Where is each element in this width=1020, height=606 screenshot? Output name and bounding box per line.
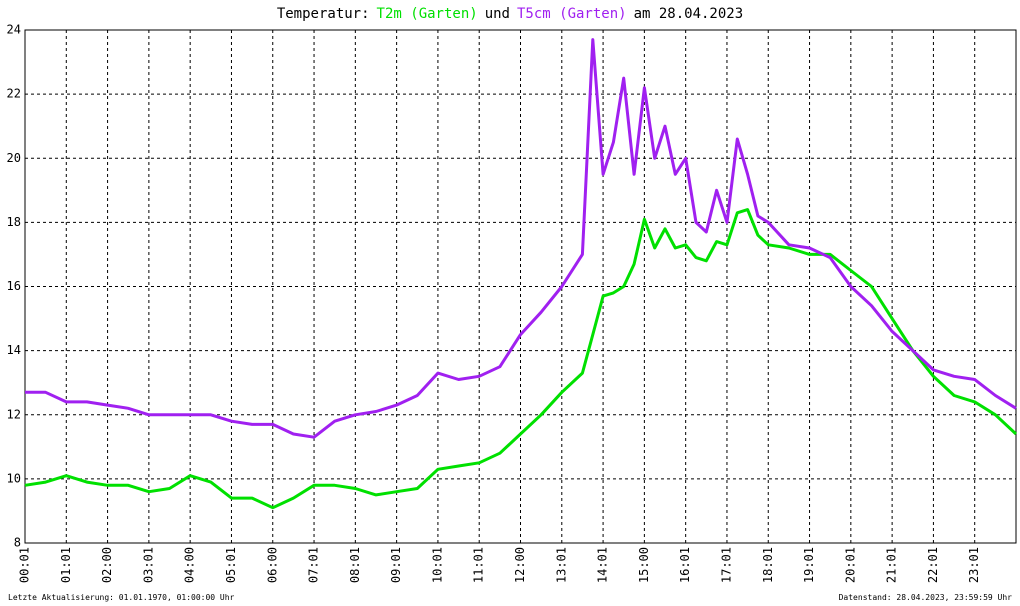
y-tick-label: 22 bbox=[7, 87, 21, 101]
x-tick-label: 11:01 bbox=[472, 547, 486, 583]
x-tick-label: 12:00 bbox=[513, 547, 527, 583]
y-tick-label: 18 bbox=[7, 215, 21, 229]
legend-entry: T2m (Garten) bbox=[377, 6, 478, 22]
x-tick-label: 21:01 bbox=[885, 547, 899, 583]
x-tick-label: 02:00 bbox=[100, 547, 114, 583]
x-tick-label: 01:01 bbox=[59, 547, 73, 583]
y-tick-label: 14 bbox=[7, 343, 21, 357]
x-tick-label: 00:01 bbox=[18, 547, 32, 583]
y-tick-label: 16 bbox=[7, 279, 21, 293]
x-tick-label: 16:01 bbox=[678, 547, 692, 583]
legend-entry: T5cm (Garten) bbox=[517, 6, 627, 22]
y-tick-label: 20 bbox=[7, 151, 21, 165]
x-tick-label: 05:01 bbox=[224, 547, 238, 583]
x-tick-label: 20:01 bbox=[843, 547, 857, 583]
title-part: Temperatur: bbox=[277, 6, 370, 22]
y-tick-label: 12 bbox=[7, 407, 21, 421]
x-tick-label: 22:01 bbox=[926, 547, 940, 583]
x-tick-label: 08:01 bbox=[348, 547, 362, 583]
y-tick-label: 10 bbox=[7, 471, 21, 485]
title-part: und bbox=[485, 6, 510, 22]
title-part: am 28.04.2023 bbox=[634, 6, 744, 22]
x-tick-label: 18:01 bbox=[761, 547, 775, 583]
chart-title: Temperatur: T2m (Garten) und T5cm (Garten) a… bbox=[277, 6, 743, 22]
x-tick-label: 10:01 bbox=[430, 547, 444, 583]
x-tick-label: 19:01 bbox=[802, 547, 816, 583]
x-tick-label: 14:01 bbox=[596, 547, 610, 583]
x-tick-label: 15:00 bbox=[637, 547, 651, 583]
y-tick-label: 24 bbox=[7, 23, 21, 37]
footer-left: Letzte Aktualisierung: 01.01.1970, 01:00… bbox=[8, 593, 235, 602]
x-tick-label: 09:01 bbox=[389, 547, 403, 583]
plot-frame bbox=[24, 29, 1017, 544]
footer-right: Datenstand: 28.04.2023, 23:59:59 Uhr bbox=[839, 593, 1013, 602]
x-tick-label: 04:00 bbox=[183, 547, 197, 583]
y-tick-label: 8 bbox=[14, 536, 21, 550]
x-tick-label: 17:01 bbox=[719, 547, 733, 583]
x-tick-label: 07:01 bbox=[307, 547, 321, 583]
series-line bbox=[25, 38, 1017, 439]
x-tick-label: 23:01 bbox=[967, 547, 981, 583]
x-tick-label: 13:01 bbox=[554, 547, 568, 583]
x-tick-label: 06:00 bbox=[265, 547, 279, 583]
x-tick-label: 03:01 bbox=[141, 547, 155, 583]
